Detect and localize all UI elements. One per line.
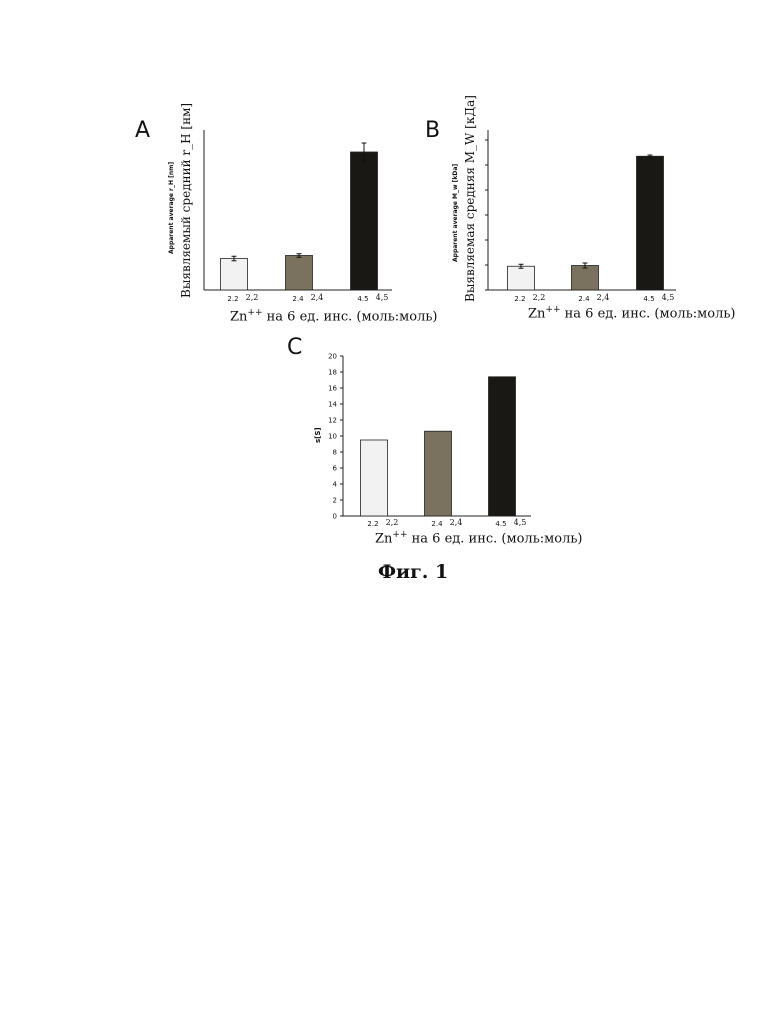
chart-c-category-label: 4.5 — [495, 520, 506, 528]
figure-label: Фиг. 1 — [378, 561, 448, 583]
chart-c-xlabel-prefix: Zn — [375, 531, 392, 546]
chart-b-bar — [572, 266, 599, 291]
chart-c-ytick-label: 6 — [333, 465, 338, 473]
chart-a-category-label: 2.4 — [292, 295, 304, 303]
chart-b-category-label-ru: 4,5 — [662, 293, 675, 302]
chart-a-category-label-ru: 2,4 — [311, 293, 324, 302]
chart-a-xlabel-rest: на 6 ед. инс. (моль:моль) — [263, 309, 438, 324]
chart-c-ytick-label: 18 — [328, 369, 337, 377]
chart-b-category-label: 4.5 — [643, 295, 654, 303]
chart-a-ylabel-ru: Выявляемый средний r_H [нм] — [179, 103, 193, 298]
chart-b-category-label-ru: 2,2 — [533, 293, 546, 302]
chart-c-ytick-label: 2 — [333, 497, 337, 505]
chart-b-category-label: 2.4 — [578, 295, 590, 303]
chart-b-ylabel-en: Apparent average M_w [kDa] — [452, 164, 459, 262]
chart-a-category-label-ru: 2,2 — [246, 293, 259, 302]
chart-b-xlabel-prefix: Zn — [528, 306, 545, 321]
chart-b-category-label-ru: 2,4 — [597, 293, 610, 302]
chart-a-bar — [351, 152, 378, 290]
chart-c-xlabel-sup: ++ — [392, 530, 407, 540]
chart-c: 0 2 4 6 8 10 12 14 16 18 20 2.2 2,2 2.4 2,4 4.5 4,5 s[S… — [314, 353, 531, 529]
chart-b-bar — [508, 266, 535, 290]
chart-a-category-label: 4.5 — [357, 295, 368, 303]
chart-c-ytick-label: 0 — [333, 513, 337, 521]
chart-a-bar — [221, 259, 248, 291]
chart-c-ytick-label: 20 — [328, 353, 337, 361]
chart-b-xlabel-sup: ++ — [545, 305, 560, 315]
chart-c-bar — [425, 431, 452, 516]
chart-c-bar — [489, 377, 516, 516]
chart-a: 2.2 2,2 2.4 2,4 4.5 4,5 Apparent average r_H … — [168, 103, 392, 303]
chart-b-xlabel: Zn++ на 6 ед. инс. (моль:моль) — [528, 305, 736, 321]
chart-a-bar — [286, 256, 313, 291]
chart-b-ylabel-ru: Выявляемая средняя M_W [кДа] — [463, 95, 477, 302]
chart-a-category-label: 2.2 — [227, 295, 238, 303]
chart-c-ytick-label: 12 — [328, 417, 337, 425]
chart-c-ytick-label: 4 — [333, 481, 338, 489]
chart-c-category-label-ru: 2,2 — [386, 518, 399, 527]
chart-c-xlabel-rest: на 6 ед. инс. (моль:моль) — [408, 531, 583, 546]
chart-c-xlabel: Zn++ на 6 ед. инс. (моль:моль) — [375, 530, 583, 546]
chart-c-category-label: 2.2 — [367, 520, 378, 528]
chart-c-ytick-label: 14 — [328, 401, 337, 409]
chart-c-category-label: 2.4 — [431, 520, 443, 528]
chart-b-bar — [637, 156, 664, 290]
chart-b: 2.2 2,2 2.4 2,4 4.5 4,5 Apparent average M_w … — [452, 95, 676, 303]
chart-c-ylabel: s[S] — [314, 427, 322, 443]
chart-a-ylabel-en: Apparent average r_H [nm] — [168, 162, 175, 254]
chart-a-xlabel-sup: ++ — [247, 308, 262, 318]
chart-c-category-label-ru: 4,5 — [514, 518, 527, 527]
chart-a-xlabel-prefix: Zn — [230, 309, 247, 324]
chart-c-ytick-label: 16 — [328, 385, 337, 393]
chart-b-category-label: 2.2 — [514, 295, 525, 303]
chart-a-category-label-ru: 4,5 — [376, 293, 389, 302]
chart-c-ytick-label: 8 — [333, 449, 337, 457]
chart-c-category-label-ru: 2,4 — [450, 518, 463, 527]
chart-c-bar — [361, 440, 388, 516]
chart-a-xlabel: Zn++ на 6 ед. инс. (моль:моль) — [230, 308, 438, 324]
chart-c-ytick-label: 10 — [328, 433, 337, 441]
chart-b-xlabel-rest: на 6 ед. инс. (моль:моль) — [561, 306, 736, 321]
